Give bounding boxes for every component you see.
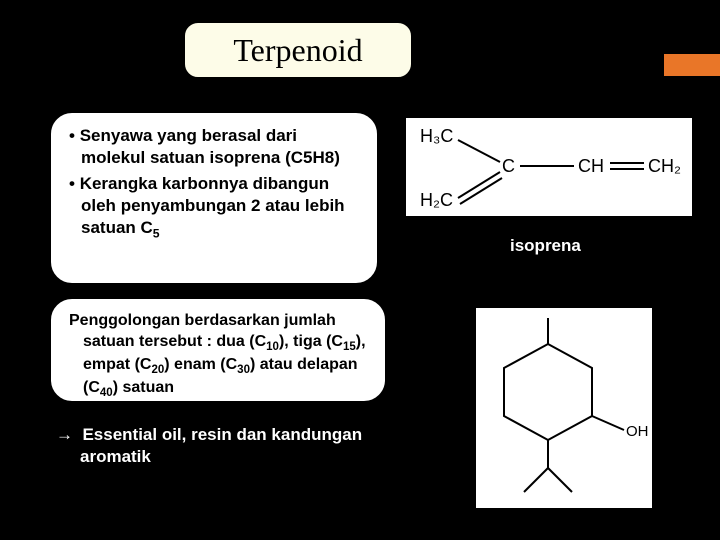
t: molekul satuan isoprena [81, 148, 280, 167]
t: Kerangka karbonnya [80, 174, 248, 193]
t: (C5H8) [285, 148, 340, 167]
t: satuan tersebut : dua (C [83, 333, 266, 350]
sub: 30 [237, 364, 250, 376]
sub: 5 [153, 227, 160, 241]
t: ) enam (C [164, 356, 237, 373]
def-item-2: Kerangka karbonnya dibangun oleh penyamb… [69, 173, 359, 242]
sub: 15 [343, 341, 356, 353]
classification-bubble: Penggolongan berdasarkan jumlah satuan t… [50, 298, 386, 402]
sub: 20 [151, 364, 164, 376]
essential-oil-line: → Essential oil, resin dan kandungan aro… [56, 424, 376, 468]
isoprene-structure-image: H₃C H₂C C CH CH₂ [406, 118, 692, 216]
t: Essential oil, resin dan [82, 425, 266, 444]
t: satuan C [81, 218, 153, 237]
t: ) atau [250, 356, 293, 373]
lbl-h3c: H₃C [420, 126, 453, 146]
t: ) satuan [113, 379, 174, 396]
accent-bar [664, 54, 720, 76]
classification-text: Penggolongan berdasarkan jumlah satuan t… [69, 311, 367, 401]
menthol-structure-image: OH [476, 308, 652, 508]
lbl-ch: CH [578, 156, 604, 176]
t: Senyawa yang berasal dari [80, 126, 297, 145]
lbl-c: C [502, 156, 515, 176]
def-item-1: Senyawa yang berasal dari molekul satuan… [69, 125, 359, 169]
t: Penggolongan berdasarkan jumlah [69, 312, 336, 329]
definition-bubble: Senyawa yang berasal dari molekul satuan… [50, 112, 378, 284]
t: penyambungan 2 atau lebih [121, 196, 345, 215]
arrow-icon: → [56, 425, 73, 444]
sub: 10 [266, 341, 279, 353]
title-box: Terpenoid [184, 22, 412, 78]
lbl-h2c: H₂C [420, 190, 453, 210]
t: (C [326, 333, 343, 350]
sub: 40 [100, 387, 113, 399]
title-text: Terpenoid [233, 32, 362, 69]
t: ), tiga [279, 333, 322, 350]
lbl-oh: OH [626, 423, 649, 440]
isoprena-label: isoprena [510, 236, 581, 256]
lbl-ch2: CH₂ [648, 156, 681, 176]
